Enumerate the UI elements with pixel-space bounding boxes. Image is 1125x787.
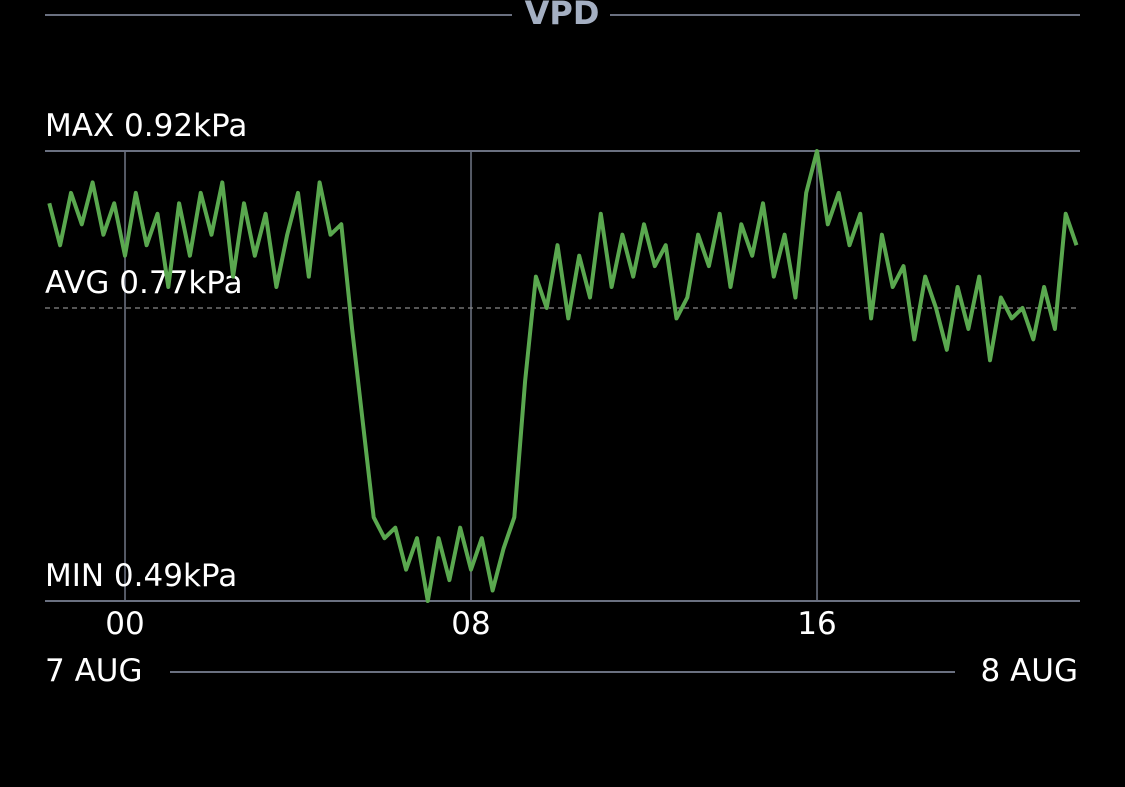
y-tick-label: MIN 0.49kPa <box>45 558 237 594</box>
x-tick-label: 16 <box>797 606 836 642</box>
y-tick-label: AVG 0.77kPa <box>45 265 243 301</box>
y-tick-label: MAX 0.92kPa <box>45 108 247 144</box>
date-label: 8 AUG <box>981 653 1079 689</box>
chart-title: VPD <box>525 0 600 32</box>
x-tick-label: 08 <box>451 606 490 642</box>
x-tick-label: 00 <box>105 606 144 642</box>
data-line <box>47 149 1079 603</box>
date-label: 7 AUG <box>45 653 143 689</box>
